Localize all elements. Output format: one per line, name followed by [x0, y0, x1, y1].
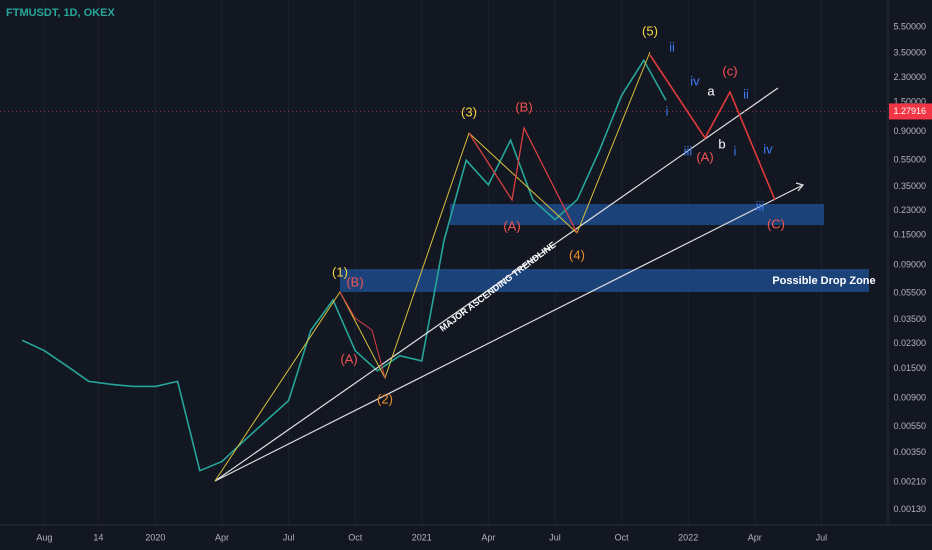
annotation: (2) [377, 391, 393, 406]
x-tick-label: Oct [348, 532, 363, 542]
x-tick-label: Jul [816, 532, 828, 542]
annotation: (4) [569, 247, 585, 262]
annotation: (1) [332, 264, 348, 279]
annotation: iii [684, 143, 693, 158]
y-tick-label: 2.30000 [893, 72, 926, 82]
annotation: (C) [767, 216, 785, 231]
annotation: a [707, 83, 715, 98]
y-tick-label: 0.09000 [893, 259, 926, 269]
x-tick-label: 14 [93, 532, 103, 542]
y-tick-label: 0.03500 [893, 314, 926, 324]
y-tick-label: 3.50000 [893, 48, 926, 58]
last-price-label: 1.27916 [893, 106, 926, 116]
annotation: i [666, 103, 669, 118]
symbol-title: FTMUSDT, 1D, OKEX [6, 7, 115, 19]
trendline [214, 87, 779, 482]
y-tick-label: 0.23000 [893, 205, 926, 215]
drop-zone [340, 269, 869, 292]
annotation: Possible Drop Zone [772, 275, 875, 287]
x-tick-label: 2021 [412, 532, 432, 542]
x-tick-label: 2020 [145, 532, 165, 542]
trendline [214, 184, 804, 482]
y-tick-label: 0.00350 [893, 447, 926, 457]
annotation: iv [690, 73, 700, 88]
annotation: i [734, 143, 737, 158]
drawings [214, 51, 805, 482]
arrow-head [795, 182, 805, 192]
y-tick-label: 1.50000 [893, 97, 926, 107]
x-tick-label: 2022 [678, 532, 698, 542]
x-tick-label: Aug [36, 532, 52, 542]
last-price-tag [889, 103, 932, 120]
projection-wave [649, 54, 776, 201]
annotation: (A) [696, 149, 713, 164]
y-tick-label: 0.00210 [893, 476, 926, 486]
y-tick-label: 0.00900 [893, 392, 926, 402]
y-tick-label: 0.00130 [893, 504, 926, 514]
annotation: (5) [642, 23, 658, 38]
annotation: iii [756, 198, 765, 213]
x-tick-label: Jul [283, 532, 295, 542]
y-tick-label: 0.90000 [893, 126, 926, 136]
x-tick-label: Apr [481, 532, 495, 542]
x-tick-label: Apr [215, 532, 229, 542]
y-tick-label: 0.01500 [893, 363, 926, 373]
grid [43, 0, 822, 525]
correction-wave [468, 125, 578, 234]
correction-wave [339, 291, 386, 379]
x-tick-label: Oct [615, 532, 630, 542]
axes: 5.50000 3.50000 2.30000 1.50000 0.90000 0.550… [0, 22, 932, 542]
annotation: (A) [503, 218, 520, 233]
y-tick-label: 0.02300 [893, 338, 926, 348]
y-tick-label: 0.00550 [893, 421, 926, 431]
annotation: (B) [515, 99, 532, 114]
x-tick-label: Apr [748, 532, 762, 542]
annotation: (A) [340, 351, 357, 366]
y-tick-label: 0.05500 [893, 288, 926, 298]
annotation: (B) [346, 274, 363, 289]
annotation: ii [669, 39, 675, 54]
y-tick-label: 5.50000 [893, 22, 926, 32]
annotation: iv [763, 141, 773, 156]
annotation: (c) [722, 63, 737, 78]
y-tick-label: 0.35000 [893, 181, 926, 191]
impulse-wave [214, 51, 651, 482]
y-tick-label: 0.55000 [893, 155, 926, 165]
x-tick-label: Jul [549, 532, 561, 542]
y-tick-label: 0.15000 [893, 230, 926, 240]
annotation: b [718, 136, 725, 151]
annotation: ii [743, 86, 749, 101]
